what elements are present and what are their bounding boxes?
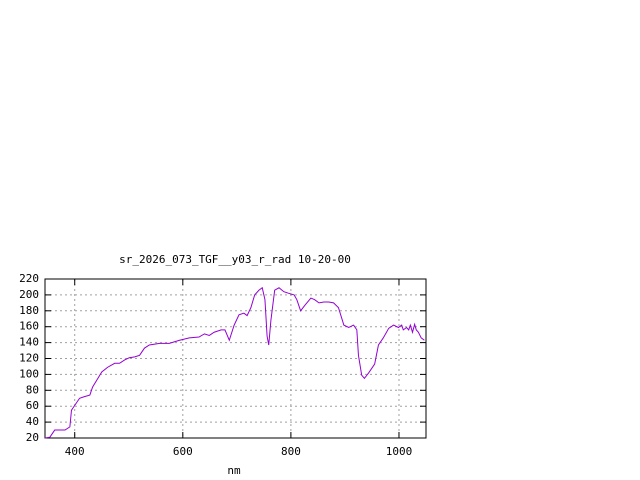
y-tick-label: 120 (19, 352, 39, 365)
y-tick-label: 40 (26, 415, 39, 428)
plot-frame (44, 278, 427, 439)
chart-title: sr_2026_073_TGF__y03_r_rad 10-20-00 (119, 253, 351, 266)
data-line (44, 286, 425, 439)
x-tick-label: 600 (173, 445, 193, 458)
y-tick-label: 60 (26, 399, 39, 412)
y-tick-label: 220 (19, 272, 39, 285)
y-tick-label: 160 (19, 320, 39, 333)
y-tick-label: 20 (26, 431, 39, 444)
y-tick-label: 180 (19, 304, 39, 317)
y-tick-label: 80 (26, 383, 39, 396)
x-tick-label: 400 (65, 445, 85, 458)
y-tick-label: 100 (19, 367, 39, 380)
y-tick-label: 140 (19, 336, 39, 349)
y-tick-label: 200 (19, 288, 39, 301)
x-axis-label: nm (227, 464, 241, 477)
x-tick-label: 800 (281, 445, 301, 458)
x-tick-label: 1000 (386, 445, 413, 458)
